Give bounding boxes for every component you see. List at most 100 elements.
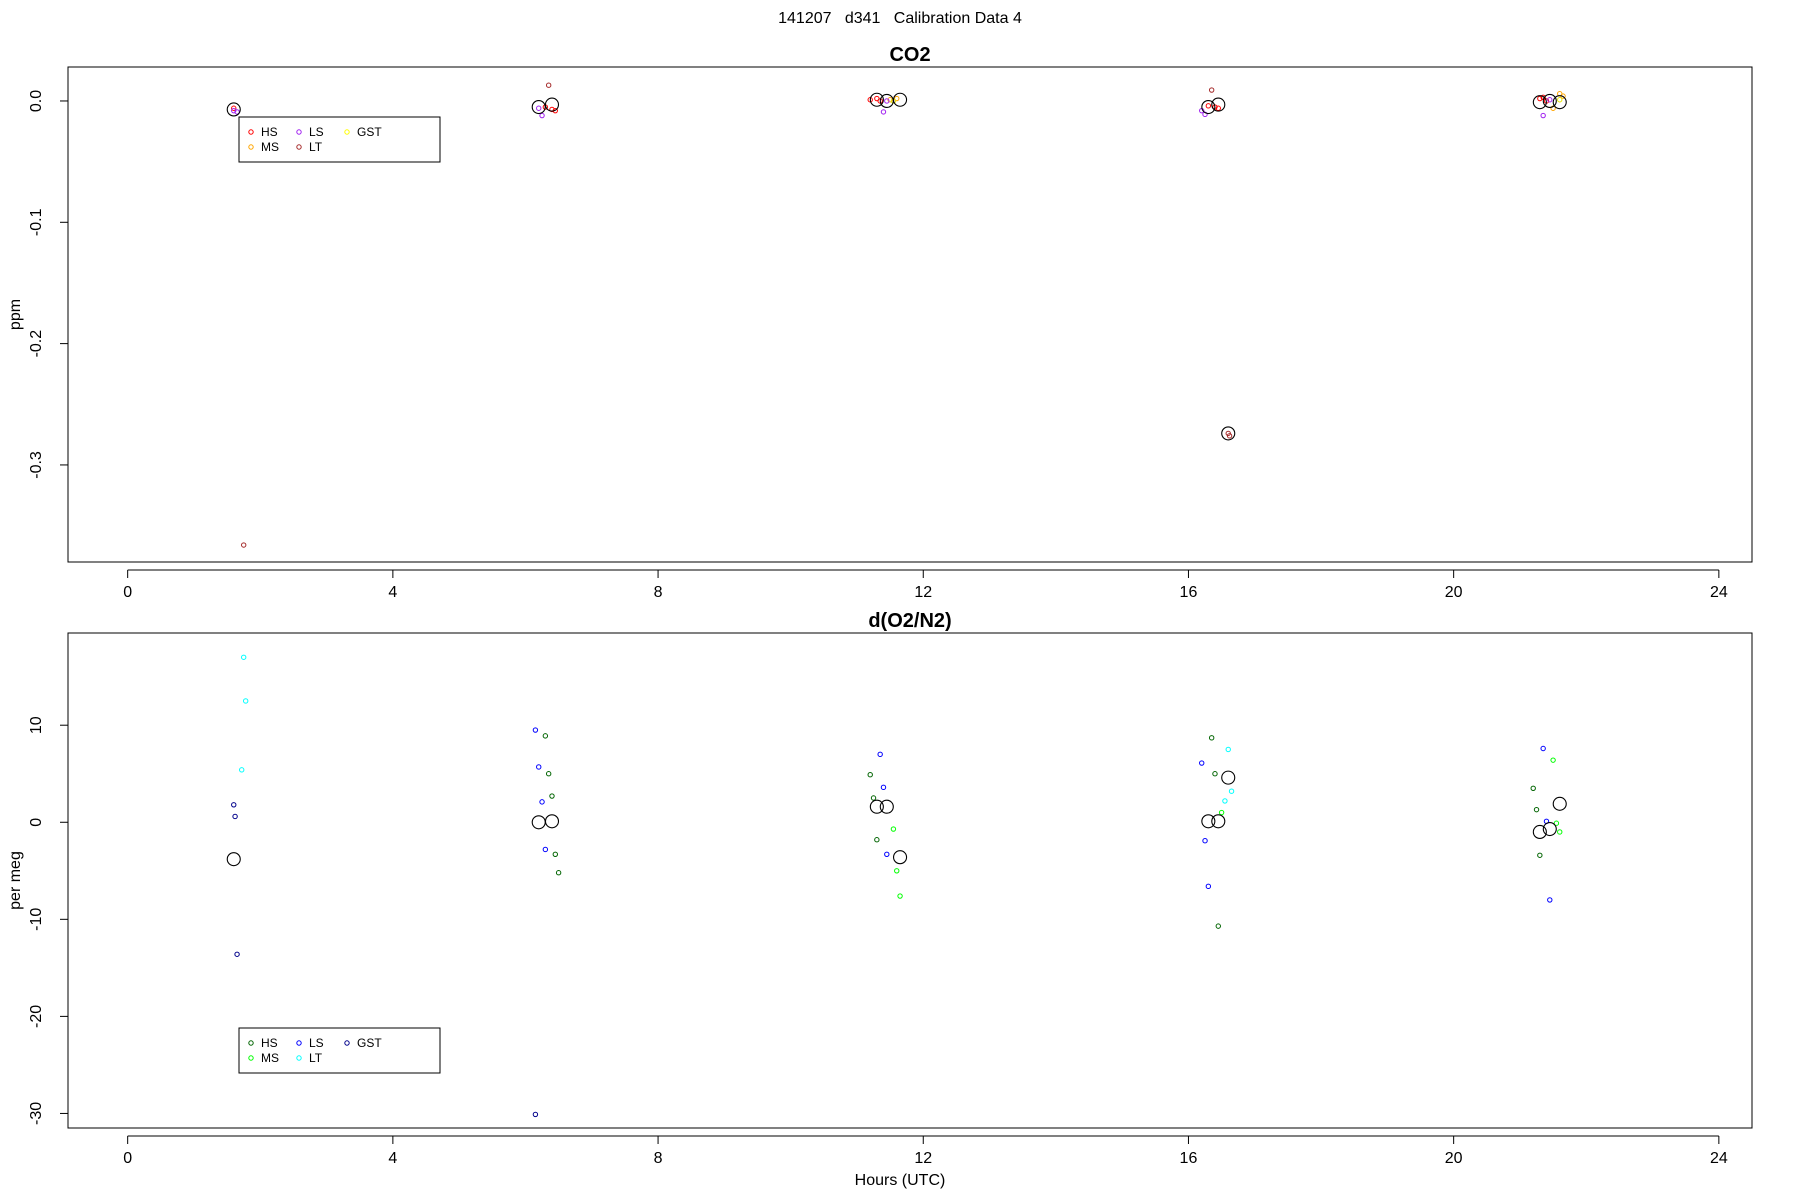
y-axis: 0.0 -0.1 -0.2 -0.3 [28, 90, 69, 479]
data-point [1557, 97, 1563, 103]
legend-entry-hs: HS [248, 125, 278, 139]
data-point [231, 802, 237, 808]
legend-marker [248, 1055, 254, 1061]
legend-marker [344, 129, 350, 135]
y-tick-label: 10 [28, 716, 45, 734]
mean-point [1532, 95, 1547, 110]
data-point [1212, 771, 1218, 777]
series-lt [239, 654, 1235, 804]
data-point [552, 851, 558, 857]
mean-point [1552, 796, 1567, 811]
x-tick-label: 4 [388, 1150, 397, 1167]
data-point [880, 784, 887, 791]
data-point [887, 97, 893, 103]
mean-point [1552, 95, 1567, 110]
data-point [1547, 97, 1553, 103]
mean-point [869, 92, 884, 107]
data-point [1530, 785, 1536, 791]
data-point [1533, 806, 1540, 813]
legend-marker [248, 1040, 254, 1046]
data-point [542, 733, 549, 739]
chart-panel-2: d(O2/N2) 0 4 8 12 16 20 24 10 0 -10 -20 -30 per meg HS… [7, 610, 1753, 1167]
data-point [880, 109, 887, 115]
legend-entry-ms: MS [248, 1051, 279, 1065]
data-points [226, 82, 1567, 548]
data-point [867, 772, 873, 778]
data-point [1540, 112, 1546, 119]
x-tick-label: 24 [1710, 1150, 1728, 1167]
data-point [1205, 103, 1212, 109]
mean-point [893, 850, 908, 865]
data-point [1550, 757, 1556, 763]
legend-label: GST [357, 1036, 382, 1050]
mean-point [879, 799, 894, 814]
series-gst [231, 802, 539, 1118]
data-point [231, 107, 237, 114]
data-point [1215, 105, 1221, 111]
data-point [545, 771, 552, 777]
y-axis: 10 0 -10 -20 -30 [28, 716, 69, 1125]
data-point [536, 105, 542, 111]
mean-point [1542, 822, 1557, 837]
data-point [240, 654, 247, 660]
data-point [231, 105, 237, 111]
data-point [1208, 735, 1215, 741]
legend-label: HS [261, 125, 278, 139]
series-ls [231, 97, 1553, 119]
x-tick-label: 8 [654, 1150, 663, 1167]
legend-marker [296, 129, 302, 135]
data-point [1199, 760, 1205, 766]
data-point [1537, 852, 1543, 858]
y-tick-label: -0.2 [28, 330, 45, 358]
legend-marker [296, 1040, 302, 1046]
x-tick-label: 0 [123, 584, 132, 601]
legend-entry-gst: GST [344, 125, 382, 139]
legend-entry-ms: MS [248, 140, 279, 154]
legend-marker [296, 1055, 302, 1061]
legend-marker [296, 144, 302, 150]
mean-point [1532, 824, 1547, 840]
data-point [877, 751, 883, 758]
y-axis-label: per meg [7, 851, 24, 910]
data-point [240, 542, 247, 548]
data-point [1540, 745, 1546, 752]
legend-entry-lt: LT [296, 1051, 323, 1065]
mean-point [1221, 770, 1236, 785]
mean-point [893, 92, 908, 107]
series-hs [542, 733, 1543, 929]
y-axis-label: ppm [7, 299, 24, 330]
data-point [1553, 820, 1560, 826]
data-point [884, 851, 890, 857]
series-ms [890, 757, 1563, 899]
x-tick-label: 8 [654, 584, 663, 601]
data-point [1218, 809, 1225, 816]
y-tick-label: -0.3 [28, 451, 45, 479]
mean-point [1221, 426, 1236, 441]
data-point [1208, 87, 1215, 93]
series-lt [240, 82, 1233, 548]
data-point [532, 727, 539, 733]
mean-point [226, 102, 241, 117]
data-point [884, 98, 890, 104]
data-point [1547, 897, 1553, 903]
x-tick-label: 24 [1710, 584, 1728, 601]
data-point [897, 893, 903, 899]
y-tick-label: -20 [28, 1005, 45, 1028]
data-point [242, 698, 249, 704]
mean-point [1211, 814, 1226, 829]
legend-label: LT [309, 140, 323, 154]
data-point [1225, 746, 1231, 753]
data-point [232, 813, 238, 820]
mean-point [531, 99, 546, 115]
x-tick-label: 16 [1180, 584, 1198, 601]
data-point [1205, 883, 1212, 890]
data-point [890, 826, 897, 832]
data-point [545, 82, 552, 88]
data-point [894, 868, 900, 874]
legend-marker [248, 144, 254, 150]
data-point [1222, 798, 1228, 804]
legend-entry-ls: LS [296, 125, 324, 139]
